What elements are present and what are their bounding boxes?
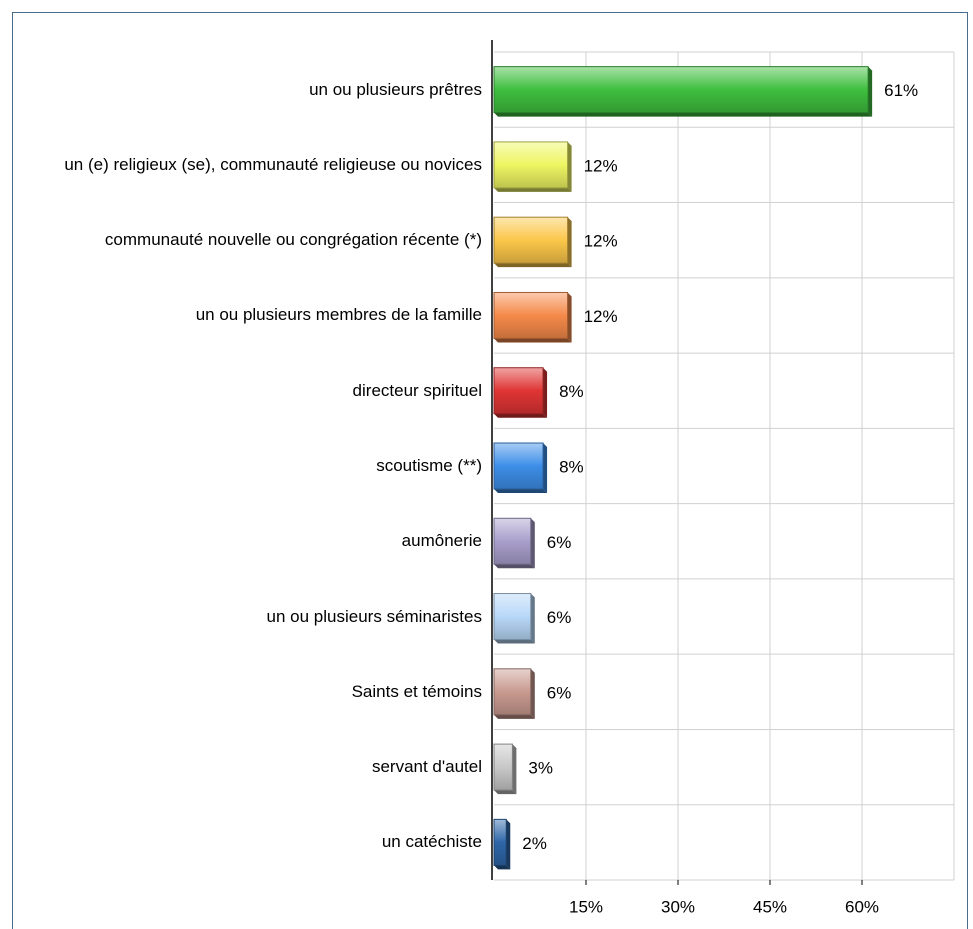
bar-bottom bbox=[494, 865, 511, 870]
y-tick-label: un (e) religieux (se), communauté religi… bbox=[64, 154, 482, 174]
data-label: 6% bbox=[547, 683, 572, 702]
frame bbox=[12, 12, 968, 929]
bar-bottom bbox=[494, 639, 535, 644]
y-tick-label: un ou plusieurs séminaristes bbox=[266, 606, 482, 626]
bar-bottom bbox=[494, 263, 572, 268]
bar bbox=[493, 66, 869, 114]
bar-side bbox=[530, 593, 535, 644]
x-tick-label: 60% bbox=[845, 897, 879, 916]
data-label: 8% bbox=[559, 382, 584, 401]
data-label: 12% bbox=[584, 232, 618, 251]
y-tick-label: aumônerie bbox=[401, 531, 482, 551]
bar-bottom bbox=[494, 112, 873, 117]
bar bbox=[493, 291, 569, 339]
bar-bottom bbox=[494, 187, 572, 192]
bar-side bbox=[567, 217, 572, 268]
data-label: 2% bbox=[522, 834, 547, 853]
data-label: 12% bbox=[584, 307, 618, 326]
bar bbox=[493, 668, 532, 716]
data-label: 6% bbox=[547, 533, 572, 552]
bar-side bbox=[567, 292, 572, 343]
y-tick-label: scoutisme (**) bbox=[376, 455, 482, 475]
data-label: 3% bbox=[528, 759, 553, 778]
x-tick-label: 45% bbox=[753, 897, 787, 916]
bar-side bbox=[543, 367, 548, 418]
bar bbox=[493, 743, 513, 791]
bar-side bbox=[543, 443, 548, 493]
y-tick-label: un ou plusieurs prêtres bbox=[309, 79, 482, 99]
y-tick-label: directeur spirituel bbox=[352, 380, 482, 400]
y-tick-label: communauté nouvelle ou congrégation réce… bbox=[104, 230, 482, 250]
bar-bottom bbox=[494, 714, 535, 719]
bar-side bbox=[512, 744, 517, 795]
bar-side bbox=[530, 518, 535, 569]
data-label: 8% bbox=[559, 457, 584, 476]
bar-side bbox=[506, 819, 511, 870]
bar-side bbox=[530, 668, 535, 719]
bar bbox=[493, 593, 532, 641]
x-tick-label: 30% bbox=[661, 897, 695, 916]
bar bbox=[493, 367, 544, 415]
bar-bottom bbox=[494, 413, 548, 418]
bar bbox=[493, 442, 544, 490]
y-tick-label: un catéchiste bbox=[381, 832, 482, 852]
bar-side bbox=[868, 66, 873, 117]
data-label: 6% bbox=[547, 608, 572, 627]
bar bbox=[493, 141, 569, 189]
bar bbox=[493, 818, 507, 866]
data-label: 12% bbox=[584, 156, 618, 175]
y-tick-label: servant d'autel bbox=[371, 757, 482, 777]
bar-bottom bbox=[494, 338, 572, 343]
bar bbox=[493, 216, 569, 264]
y-tick-label: un ou plusieurs membres de la famille bbox=[195, 305, 482, 325]
x-tick-label: 15% bbox=[569, 897, 603, 916]
bar bbox=[493, 517, 532, 565]
bar-side bbox=[567, 141, 572, 192]
data-label: 61% bbox=[884, 81, 918, 100]
bar-bottom bbox=[494, 489, 548, 493]
y-tick-label: Saints et témoins bbox=[351, 681, 482, 701]
bar-bottom bbox=[494, 790, 517, 795]
bar-bottom bbox=[494, 564, 535, 569]
